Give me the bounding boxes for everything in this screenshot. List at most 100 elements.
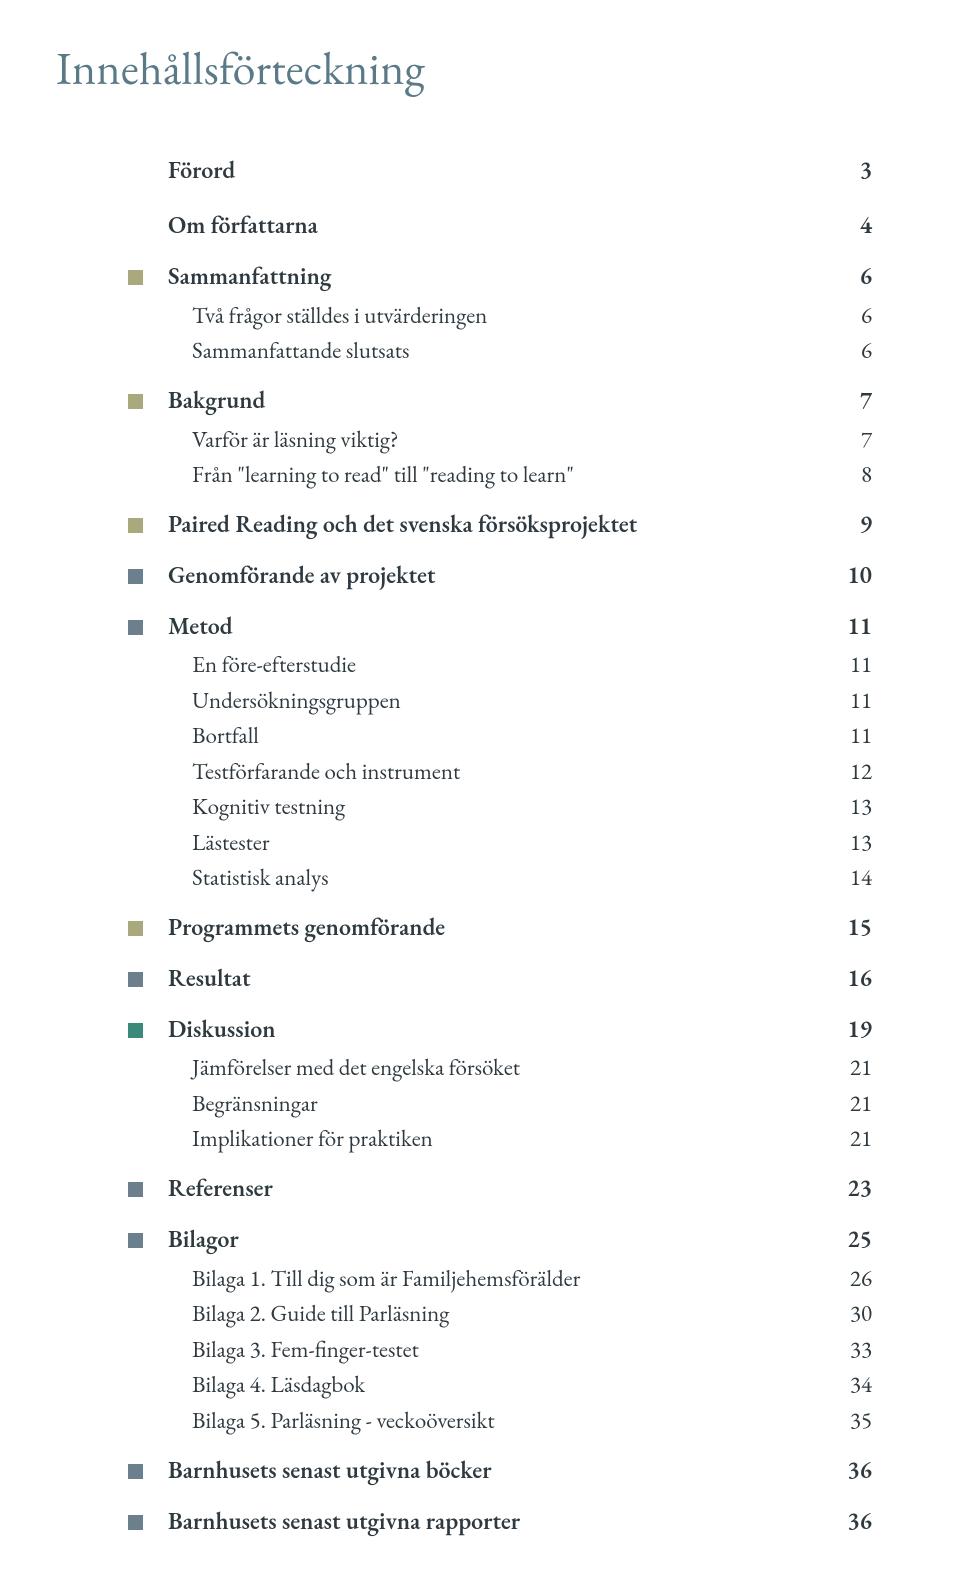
marker-column (128, 150, 168, 178)
square-marker-icon (128, 270, 143, 285)
marker-column (128, 1226, 168, 1254)
toc-section-label: Bilagor (168, 1224, 847, 1255)
marker-column (128, 1120, 168, 1146)
toc-row: Om författarna4 (128, 206, 872, 242)
marker-column (128, 1016, 168, 1044)
toc-section-label: Bakgrund (168, 385, 860, 416)
toc-sub-label: Begränsningar (168, 1088, 850, 1118)
marker-column (128, 717, 168, 743)
toc-page-number: 11 (850, 649, 872, 679)
square-marker-icon (128, 1182, 143, 1197)
marker-column (128, 823, 168, 849)
toc-row: Förord3 (128, 150, 872, 186)
toc-row: Två frågor ställdes i utvärderingen6 (128, 296, 872, 329)
toc-section-label: Diskussion (168, 1014, 847, 1045)
toc-row: Metod11 (128, 611, 872, 642)
toc-section-label: Metod (168, 611, 847, 642)
square-marker-icon (128, 620, 143, 635)
marker-column (128, 1049, 168, 1075)
toc-page-number: 3 (860, 155, 872, 186)
marker-column (128, 1401, 168, 1427)
square-marker-icon (128, 1464, 143, 1479)
toc-page-number: 11 (850, 720, 872, 750)
toc-row: Kognitiv testning13 (128, 788, 872, 821)
toc-row: Bilaga 5. Parläsning - veckoöversikt35 (128, 1401, 872, 1434)
toc-section-label: Barnhusets senast utgivna böcker (168, 1455, 847, 1486)
toc-page-number: 6 (861, 335, 872, 365)
marker-column (128, 788, 168, 814)
toc-page-number: 30 (850, 1298, 872, 1328)
toc-section-label: Programmets genomförande (168, 912, 847, 943)
toc-row: Bortfall11 (128, 717, 872, 750)
toc-sub-label: Bilaga 3. Fem-finger-testet (168, 1334, 850, 1364)
toc-page-number: 9 (860, 509, 872, 540)
marker-column (128, 1366, 168, 1392)
marker-column (128, 1084, 168, 1110)
marker-column (128, 263, 168, 291)
square-marker-icon (128, 569, 143, 584)
square-marker-icon (128, 972, 143, 987)
toc-page-number: 7 (860, 385, 872, 416)
marker-column (128, 613, 168, 641)
marker-column (128, 296, 168, 322)
toc-page-number: 21 (850, 1123, 872, 1153)
marker-column (128, 562, 168, 590)
toc-sub-label: En före-efterstudie (168, 649, 850, 679)
toc-page-number: 6 (861, 300, 872, 330)
marker-column (128, 859, 168, 885)
toc-row: Paired Reading och det svenska försökspr… (128, 509, 872, 540)
toc-row: Bakgrund7 (128, 385, 872, 416)
toc-section-label: Om författarna (168, 210, 860, 241)
marker-column (128, 681, 168, 707)
square-marker-icon (128, 921, 143, 936)
toc-page-number: 34 (850, 1369, 872, 1399)
toc-page-number: 7 (861, 424, 872, 454)
marker-column (128, 511, 168, 539)
marker-column (128, 456, 168, 482)
marker-column (128, 1507, 168, 1535)
toc-row: Genomförande av projektet10 (128, 560, 872, 591)
toc-section-label: Referenser (168, 1173, 847, 1204)
toc-sub-label: Undersökningsgruppen (168, 685, 850, 715)
toc-sub-label: Statistisk analys (168, 862, 850, 892)
marker-column (128, 1259, 168, 1285)
toc-row: Bilaga 4. Läsdagbok34 (128, 1366, 872, 1399)
toc-page-number: 25 (847, 1224, 872, 1255)
toc-row: Från "learning to read" till "reading to… (128, 456, 872, 489)
toc-page-number: 13 (850, 827, 872, 857)
toc-sub-label: Bilaga 2. Guide till Parläsning (168, 1298, 850, 1328)
toc-sub-label: Implikationer för praktiken (168, 1123, 850, 1153)
toc-page-number: 35 (850, 1405, 872, 1435)
toc-row: Statistisk analys14 (128, 859, 872, 892)
toc-page-number: 13 (850, 791, 872, 821)
marker-column (128, 332, 168, 358)
toc-sub-label: Från "learning to read" till "reading to… (168, 459, 861, 489)
marker-column (128, 752, 168, 778)
marker-column (128, 206, 168, 234)
toc-page-number: 4 (860, 210, 872, 241)
toc-row: Implikationer för praktiken21 (128, 1120, 872, 1153)
marker-column (128, 646, 168, 672)
page-title: Innehållsförteckning (56, 38, 872, 98)
toc-page-number: 15 (847, 912, 872, 943)
toc-page-number: 36 (847, 1506, 872, 1537)
toc-section-label: Genomförande av projektet (168, 560, 847, 591)
marker-column (128, 1456, 168, 1484)
marker-column (128, 1295, 168, 1321)
toc-row: Bilaga 1. Till dig som är Familjehemsför… (128, 1259, 872, 1292)
toc-sub-label: Testförfarande och instrument (168, 756, 850, 786)
toc-section-label: Barnhusets senast utgivna rapporter (168, 1506, 847, 1537)
marker-column (128, 1330, 168, 1356)
toc-row: Resultat16 (128, 963, 872, 994)
toc-page-number: 11 (847, 611, 872, 642)
toc-row: Undersökningsgruppen11 (128, 681, 872, 714)
toc-page-number: 21 (850, 1088, 872, 1118)
toc-row: Jämförelser med det engelska försöket21 (128, 1049, 872, 1082)
toc-sub-label: Kognitiv testning (168, 791, 850, 821)
square-marker-icon (128, 518, 143, 533)
toc-sub-label: Varför är läsning viktig? (168, 424, 861, 454)
toc-sub-label: Bilaga 5. Parläsning - veckoöversikt (168, 1405, 850, 1435)
toc-page-number: 19 (847, 1014, 872, 1045)
toc-page-number: 11 (850, 685, 872, 715)
toc-sub-label: Bilaga 4. Läsdagbok (168, 1369, 850, 1399)
